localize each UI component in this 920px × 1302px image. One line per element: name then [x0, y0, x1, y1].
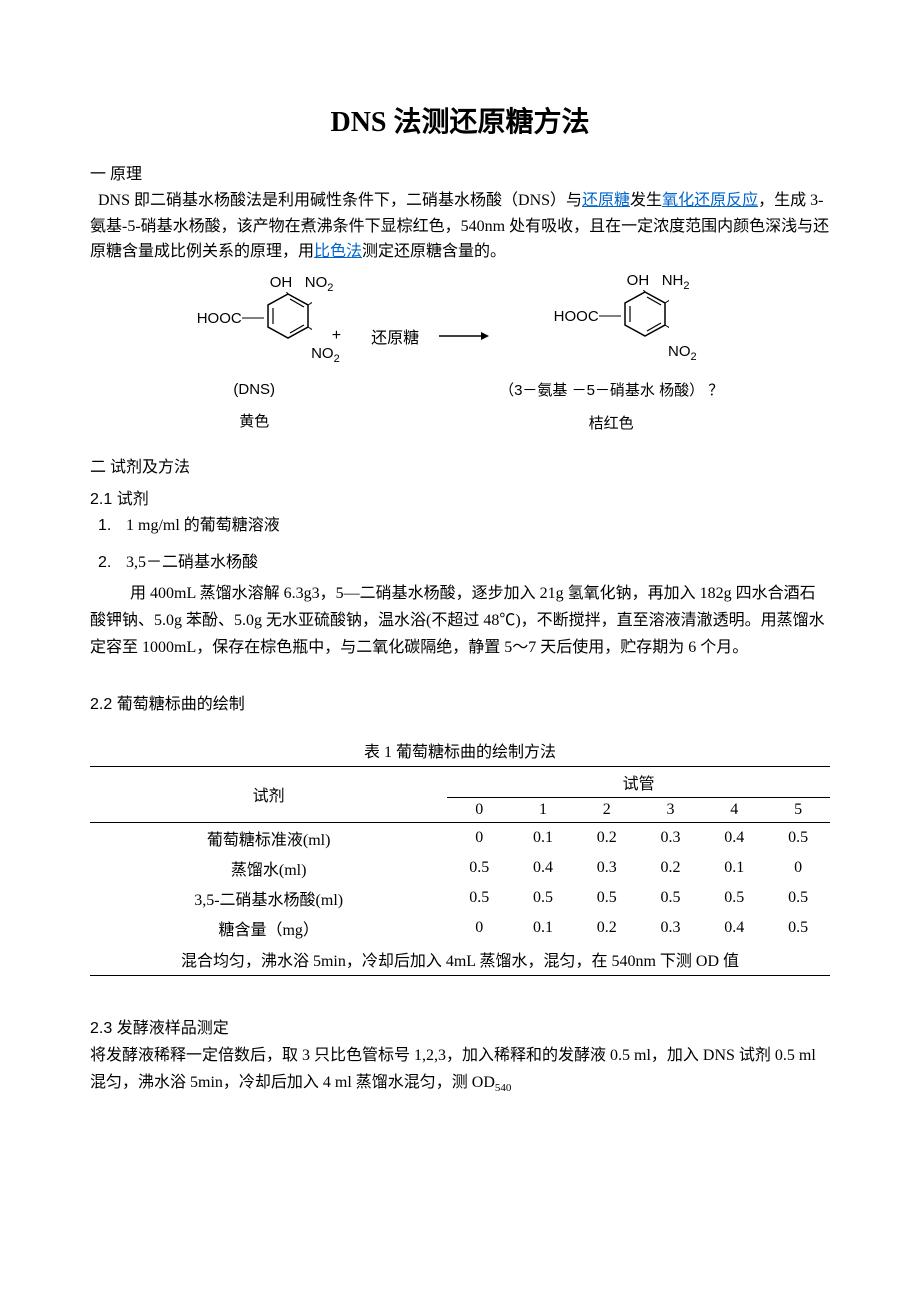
table-row: 葡萄糖标准液(ml) 0 0.1 0.2 0.3 0.4 0.5 — [90, 822, 830, 853]
product-color: 桔红色 — [589, 412, 634, 433]
reagent-2-num: 2. — [98, 550, 122, 576]
no2-bottom-label: NO2 — [311, 345, 340, 362]
cell: 0.2 — [575, 913, 639, 943]
cell: 0 — [447, 822, 511, 853]
section-23-heading: 2.3 发酵液样品测定 — [90, 1014, 830, 1038]
plus-sign: + — [332, 327, 341, 345]
arrow-icon — [439, 330, 489, 342]
cell: 0.5 — [766, 883, 830, 913]
table-footnote: 混合均匀，沸水浴 5min，冷却后加入 4mL 蒸馏水，混匀，在 540nm 下… — [90, 943, 830, 976]
table-header-tube: 试管 — [447, 766, 830, 797]
tube-num: 4 — [702, 797, 766, 822]
cell: 0.2 — [575, 822, 639, 853]
bond-line — [599, 312, 621, 320]
principle-paragraph: DNS 即二硝基水杨酸法是利用碱性条件下，二硝基水杨酸（DNS）与还原糖发生氧化… — [90, 188, 830, 265]
table-row: 3,5-二硝基水杨酸(ml) 0.5 0.5 0.5 0.5 0.5 0.5 — [90, 883, 830, 913]
link-reducing-sugar[interactable]: 还原糖 — [582, 192, 630, 209]
cell: 0.3 — [639, 913, 703, 943]
cell: 0.5 — [766, 822, 830, 853]
cell: 0.1 — [511, 913, 575, 943]
cell: 0.1 — [511, 822, 575, 853]
hooc-label: HOOC — [197, 310, 242, 327]
table-footnote-row: 混合均匀，沸水浴 5min，冷却后加入 4mL 蒸馏水，混匀，在 540nm 下… — [90, 943, 830, 976]
cell: 0.5 — [702, 883, 766, 913]
cell: 0.4 — [702, 822, 766, 853]
cell: 0.4 — [511, 853, 575, 883]
reagent-2-text: 3,5－二硝基水杨酸 — [126, 554, 258, 571]
section-22-heading: 2.2 葡萄糖标曲的绘制 — [90, 690, 830, 714]
section-23-text-pre: 将发酵液稀释一定倍数后，取 3 只比色管标号 1,2,3，加入稀释和的发酵液 0… — [90, 1047, 816, 1091]
principle-text-mid1: 发生 — [630, 192, 662, 209]
cell: 0.5 — [575, 883, 639, 913]
no2-bottom-label-2: NO2 — [668, 343, 697, 360]
reagent-1-text: 1 mg/ml 的葡萄糖溶液 — [126, 517, 280, 534]
dns-label: (DNS) — [233, 381, 275, 398]
section-2-heading: 二 试剂及方法 — [90, 453, 830, 477]
cell: 0.4 — [702, 913, 766, 943]
tube-num: 5 — [766, 797, 830, 822]
section-21-heading: 2.1 试剂 — [90, 485, 830, 509]
reagent-2-paragraph: 用 400mL 蒸馏水溶解 6.3g3，5—二硝基水杨酸，逐步加入 21g 氢氧… — [90, 580, 830, 662]
section-1-heading: 一 原理 — [90, 160, 830, 184]
table-row: 蒸馏水(ml) 0.5 0.4 0.3 0.2 0.1 0 — [90, 853, 830, 883]
table-header-reagent: 试剂 — [90, 766, 447, 822]
cell: 0.1 — [702, 853, 766, 883]
row-label: 蒸馏水(ml) — [90, 853, 447, 883]
cell: 0.5 — [511, 883, 575, 913]
nh2-label: NH2 — [662, 272, 690, 289]
cell: 0.5 — [639, 883, 703, 913]
tube-num: 1 — [511, 797, 575, 822]
product-label: （3－氨基 －5－硝基水 杨酸） ？ — [499, 379, 723, 400]
hooc-label-2: HOOC — [554, 308, 599, 325]
cell: 0.2 — [639, 853, 703, 883]
principle-text-post: 测定还原糖含量的。 — [362, 243, 506, 260]
dns-color: 黄色 — [239, 410, 269, 431]
reagent-1-num: 1. — [98, 513, 122, 539]
reducer-label: 还原糖 — [371, 324, 419, 348]
table-caption: 表 1 葡萄糖标曲的绘制方法 — [90, 738, 830, 762]
od-subscript: 540 — [495, 1082, 512, 1094]
benzene-ring-icon — [621, 290, 669, 338]
product-molecule: HOOC OH NH2 — [499, 290, 723, 433]
benzene-ring-icon — [264, 292, 312, 340]
row-label: 糖含量（mg） — [90, 913, 447, 943]
reagent-1: 1. 1 mg/ml 的葡萄糖溶液 — [98, 513, 830, 539]
cell: 0.5 — [447, 853, 511, 883]
reagent-2: 2. 3,5－二硝基水杨酸 — [98, 550, 830, 576]
cell: 0.5 — [766, 913, 830, 943]
tube-num: 0 — [447, 797, 511, 822]
principle-text-pre: DNS 即二硝基水杨酸法是利用碱性条件下，二硝基水杨酸（DNS）与 — [98, 192, 582, 209]
link-redox-reaction[interactable]: 氧化还原反应 — [662, 192, 758, 209]
standard-curve-table: 试剂 试管 0 1 2 3 4 5 葡萄糖标准液(ml) 0 0.1 0.2 0… — [90, 766, 830, 976]
tube-num: 2 — [575, 797, 639, 822]
cell: 0.3 — [575, 853, 639, 883]
oh-label-2: OH — [627, 272, 650, 289]
table-row: 糖含量（mg） 0 0.1 0.2 0.3 0.4 0.5 — [90, 913, 830, 943]
section-23-text: 将发酵液稀释一定倍数后，取 3 只比色管标号 1,2,3，加入稀释和的发酵液 0… — [90, 1042, 830, 1098]
no2-top-label: NO2 — [305, 274, 334, 291]
cell: 0 — [766, 853, 830, 883]
reactant-molecule: HOOC OH NO2 — [197, 292, 312, 431]
link-colorimetry[interactable]: 比色法 — [314, 243, 362, 260]
oh-label: OH — [270, 274, 293, 291]
tube-num: 3 — [639, 797, 703, 822]
page-title: DNS 法测还原糖方法 — [90, 100, 830, 140]
cell: 0 — [447, 913, 511, 943]
row-label: 葡萄糖标准液(ml) — [90, 822, 447, 853]
cell: 0.5 — [447, 883, 511, 913]
reaction-diagram: HOOC OH NO2 — [150, 290, 770, 433]
row-label: 3,5-二硝基水杨酸(ml) — [90, 883, 447, 913]
cell: 0.3 — [639, 822, 703, 853]
bond-line — [242, 314, 264, 322]
